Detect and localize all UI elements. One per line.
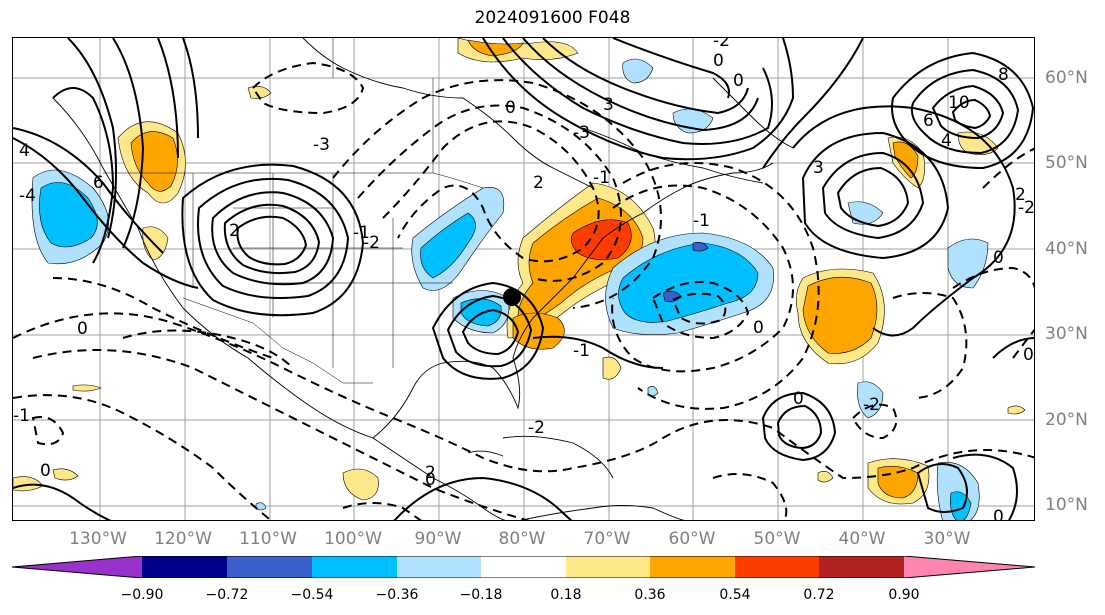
- lon-label-120w: 120°W: [154, 529, 212, 549]
- colorbar-segment: [481, 556, 566, 578]
- anomaly-shading: [13, 38, 1026, 520]
- colorbar-segment: [397, 556, 481, 578]
- lon-label-70w: 70°W: [583, 529, 631, 549]
- contour-label: 2: [533, 173, 544, 193]
- contour-label: -1: [353, 223, 370, 243]
- lon-label-80w: 80°W: [498, 529, 546, 549]
- contour-label: 3: [813, 158, 824, 178]
- contour-label: -3: [573, 123, 590, 143]
- lon-label-110w: 110°W: [239, 529, 297, 549]
- contour-label: -2: [528, 418, 545, 438]
- lat-label-50n: 50°N: [1045, 153, 1088, 173]
- contour-label: 10: [948, 93, 970, 113]
- contour-label: -2: [1018, 198, 1035, 218]
- colorbar-tick: 0.54: [719, 587, 751, 603]
- contour-label: -1: [573, 341, 590, 361]
- map-panel: 0 0 -2 -3 4 -4 0 0 -1 -2 -2 0 0 0 0 -1 -…: [12, 37, 1035, 521]
- lat-label-30n: 30°N: [1045, 324, 1088, 344]
- contour-label: -1: [693, 211, 710, 231]
- colorbar-segment: [312, 556, 397, 578]
- contour-label: 4: [941, 131, 952, 151]
- colorbar-tick: −0.90: [120, 587, 164, 603]
- colorbar-tick: −0.36: [375, 587, 419, 603]
- colorbar-tick: −0.54: [290, 587, 334, 603]
- colorbar-tick: 0.90: [888, 587, 920, 603]
- colorbar-tick: 0.18: [550, 587, 582, 603]
- lat-label-10n: 10°N: [1045, 495, 1088, 515]
- contour-label: -1: [593, 168, 610, 188]
- contour-label: 0: [77, 319, 88, 339]
- map-canvas: 0 0 -2 -3 4 -4 0 0 -1 -2 -2 0 0 0 0 -1 -…: [13, 38, 1035, 521]
- colorbar-segment: [904, 556, 1035, 578]
- positive-contours: [13, 38, 1034, 520]
- colorbar-segment: [227, 556, 312, 578]
- contour-label: 4: [19, 141, 30, 161]
- contour-label: 0: [40, 461, 51, 481]
- colorbar-tick: −0.72: [205, 587, 249, 603]
- contour-label: -4: [19, 186, 36, 206]
- lon-label-90w: 90°W: [414, 529, 462, 549]
- map-title: 2024091600 F048: [474, 8, 631, 28]
- contour-label: -2: [713, 38, 730, 51]
- contour-label: -1: [13, 406, 30, 426]
- colorbar-segment: [142, 556, 227, 578]
- lon-label-30w: 30°W: [923, 529, 971, 549]
- lon-label-60w: 60°W: [668, 529, 716, 549]
- contour-label: 0: [505, 98, 516, 118]
- contour-label: -2: [363, 233, 380, 253]
- lon-label-100w: 100°W: [324, 529, 382, 549]
- contour-label: 6: [923, 111, 934, 131]
- contour-label: 2: [1015, 185, 1026, 205]
- contour-label: 0: [993, 248, 1004, 268]
- contour-label: -2: [863, 395, 880, 415]
- colorbar-segment: [650, 556, 735, 578]
- contour-label: 0: [733, 71, 744, 91]
- contour-label: 3: [603, 95, 614, 115]
- contour-labels: 0 0 -2 -3 4 -4 0 0 -1 -2 -2 0 0 0 0 -1 -…: [13, 38, 1035, 521]
- colorbar-tick: −0.18: [459, 587, 503, 603]
- contour-label: -3: [313, 135, 330, 155]
- contour-label: 0: [753, 318, 764, 338]
- colorbar-segment: [819, 556, 904, 578]
- contour-label: 0: [793, 389, 804, 409]
- negative-contours: [13, 61, 1034, 520]
- colorbar-tick: 0.72: [803, 587, 835, 603]
- colorbar-segment: [566, 556, 650, 578]
- contour-label: 2: [425, 463, 436, 483]
- lon-label-50w: 50°W: [753, 529, 801, 549]
- lat-label-40n: 40°N: [1045, 239, 1088, 259]
- lon-label-130w: 130°W: [69, 529, 127, 549]
- coastlines: [52, 38, 794, 520]
- contour-label: 0: [1023, 345, 1034, 365]
- lon-label-40w: 40°W: [838, 529, 886, 549]
- colorbar-segment: [735, 556, 819, 578]
- colorbar-tick: 0.36: [634, 587, 666, 603]
- contour-label: 0: [713, 51, 724, 71]
- contour-label: 2: [229, 221, 240, 241]
- lat-label-20n: 20°N: [1045, 410, 1088, 430]
- contour-label: 0: [993, 507, 1004, 521]
- contour-label: 6: [93, 173, 104, 193]
- contour-label: 8: [998, 65, 1009, 85]
- contour-label: 0: [425, 470, 436, 490]
- storm-center-marker: [503, 288, 521, 306]
- lat-label-60n: 60°N: [1045, 68, 1088, 88]
- colorbar: [12, 556, 1036, 578]
- colorbar-segment: [12, 556, 142, 578]
